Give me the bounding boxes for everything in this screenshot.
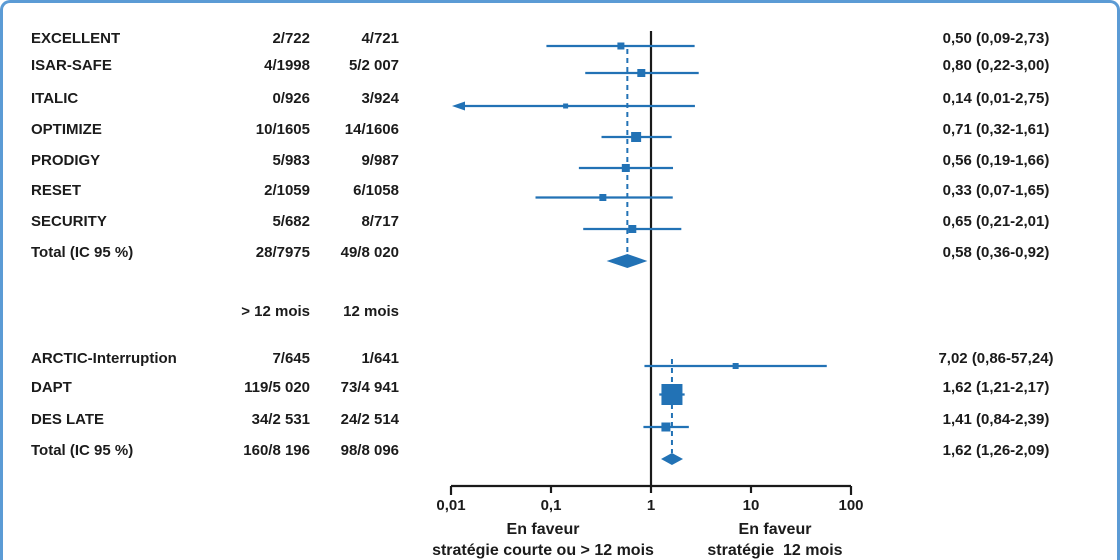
x-tick-label: 0,1 [540, 497, 562, 514]
point-estimate-marker [732, 363, 739, 369]
study-label: EXCELLENT [31, 30, 121, 47]
or-ci-label: 0,56 (0,19-1,66) [942, 152, 1050, 169]
events-long-strategy: 2/1059 [264, 181, 310, 199]
study-label: SECURITY [31, 213, 107, 230]
events-long-strategy: 5/983 [272, 152, 310, 169]
events-12-months: 4/721 [361, 30, 399, 47]
or-ci-label: 1,41 (0,84-2,39) [942, 411, 1050, 428]
study-label: OPTIMIZE [31, 121, 102, 138]
events-long-strategy: 7/645 [272, 350, 310, 367]
column-header-12-months: 12 mois [343, 303, 399, 320]
study-label: ARCTIC-Interruption [31, 350, 177, 367]
point-estimate-marker [617, 42, 625, 50]
total-label: Total (IC 95 %) [31, 442, 134, 459]
total-or-ci-label: 0,58 (0,36-0,92) [942, 244, 1050, 261]
study-label: RESET [31, 181, 82, 199]
events-12-months: 5/2 007 [348, 57, 399, 74]
study-label: ISAR-SAFE [31, 57, 112, 74]
or-ci-label: 0,50 (0,09-2,73) [942, 30, 1050, 47]
events-long-strategy: 4/1998 [264, 57, 310, 74]
footer-left-line1: En faveur [506, 521, 580, 538]
events-12-months: 73/4 941 [340, 378, 399, 396]
events-12-months: 8/717 [361, 213, 399, 230]
total-events-12-months: 98/8 096 [340, 442, 399, 459]
x-tick-label: 1 [646, 497, 656, 514]
point-estimate-marker [637, 69, 646, 77]
point-estimate-marker [628, 225, 637, 233]
or-ci-label: 0,71 (0,32-1,61) [942, 121, 1050, 138]
total-events-12-months: 49/8 020 [340, 244, 399, 261]
or-ci-label: 0,14 (0,01-2,75) [942, 90, 1050, 107]
events-long-strategy: 10/1605 [255, 121, 310, 138]
total-label: Total (IC 95 %) [31, 244, 134, 261]
study-label: DES LATE [31, 411, 105, 428]
or-ci-label: 0,33 (0,07-1,65) [942, 181, 1050, 199]
events-12-months: 1/641 [361, 350, 399, 367]
x-tick-label: 100 [838, 497, 864, 514]
events-long-strategy: 119/5 020 [244, 378, 310, 396]
study-label: ITALIC [31, 90, 79, 107]
point-estimate-marker [631, 132, 642, 142]
events-long-strategy: 5/682 [272, 213, 310, 230]
or-ci-label: 0,65 (0,21-2,01) [942, 213, 1050, 230]
footer-right-line1: En faveur [738, 521, 812, 538]
or-ci-label: 1,62 (1,21-2,17) [942, 378, 1050, 396]
point-estimate-marker [563, 103, 569, 109]
ci-arrow-left [452, 101, 465, 111]
events-12-months: 14/1606 [344, 121, 399, 138]
x-tick-label: 10 [742, 497, 760, 514]
events-long-strategy: 34/2 531 [251, 411, 310, 428]
footer-left-line2: stratégie courte ou > 12 mois [432, 542, 654, 559]
events-12-months: 3/924 [361, 90, 399, 107]
point-estimate-marker [599, 194, 607, 201]
events-12-months: 9/987 [361, 152, 399, 169]
summary-diamond [606, 254, 648, 268]
events-12-months: 6/1058 [353, 181, 399, 199]
column-header-long-strategy: > 12 mois [241, 303, 310, 320]
events-long-strategy: 0/926 [272, 90, 310, 107]
point-estimate-marker [661, 422, 671, 432]
footer-right-line2: stratégie 12 mois [707, 542, 843, 559]
point-estimate-marker [661, 384, 683, 405]
x-tick-label: 0,01 [436, 497, 466, 514]
events-12-months: 24/2 514 [340, 411, 399, 428]
or-ci-label: 7,02 (0,86-57,24) [938, 350, 1054, 367]
total-events-long-strategy: 160/8 196 [243, 442, 310, 459]
forest-plot-canvas [449, 31, 853, 495]
study-label: DAPT [31, 378, 72, 396]
or-ci-label: 0,80 (0,22-3,00) [942, 57, 1050, 74]
point-estimate-marker [621, 164, 630, 172]
study-label: PRODIGY [31, 152, 101, 169]
events-long-strategy: 2/722 [272, 30, 310, 47]
total-events-long-strategy: 28/7975 [255, 244, 310, 261]
total-or-ci-label: 1,62 (1,26-2,09) [942, 442, 1050, 459]
summary-diamond [661, 453, 684, 465]
